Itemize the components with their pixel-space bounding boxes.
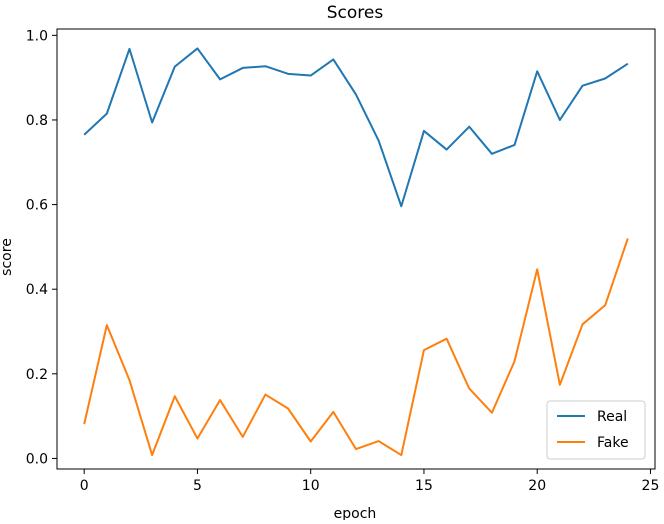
legend-label-real: Real bbox=[597, 409, 627, 425]
x-axis-label: epoch bbox=[334, 506, 377, 520]
legend-label-fake: Fake bbox=[597, 435, 629, 451]
y-tick-label: 0.2 bbox=[26, 367, 48, 383]
plot-area bbox=[83, 47, 629, 457]
x-tick-label: 0 bbox=[80, 478, 89, 494]
axes-frame bbox=[56, 28, 656, 470]
y-tick-label: 0.4 bbox=[26, 282, 48, 298]
series-line-real bbox=[83, 47, 629, 208]
legend: Real Fake bbox=[546, 400, 646, 460]
x-tick-label: 15 bbox=[415, 478, 433, 494]
y-tick-label: 0.8 bbox=[26, 113, 48, 129]
x-tick-label: 5 bbox=[193, 478, 202, 494]
axes: 0 5 10 15 20 25 0.0 0.2 0.4 0.6 0.8 1.0 bbox=[26, 28, 660, 494]
y-tick-label: 0.6 bbox=[26, 198, 48, 214]
x-tick-label: 25 bbox=[642, 478, 660, 494]
y-tick-label: 0.0 bbox=[26, 451, 48, 467]
chart-title: Scores bbox=[327, 3, 384, 23]
x-tick-label: 10 bbox=[302, 478, 320, 494]
x-tick-label: 20 bbox=[528, 478, 546, 494]
y-axis-label: score bbox=[0, 238, 15, 276]
y-tick-label: 1.0 bbox=[26, 28, 48, 44]
legend-box bbox=[546, 400, 646, 460]
series-line-fake bbox=[83, 238, 629, 457]
